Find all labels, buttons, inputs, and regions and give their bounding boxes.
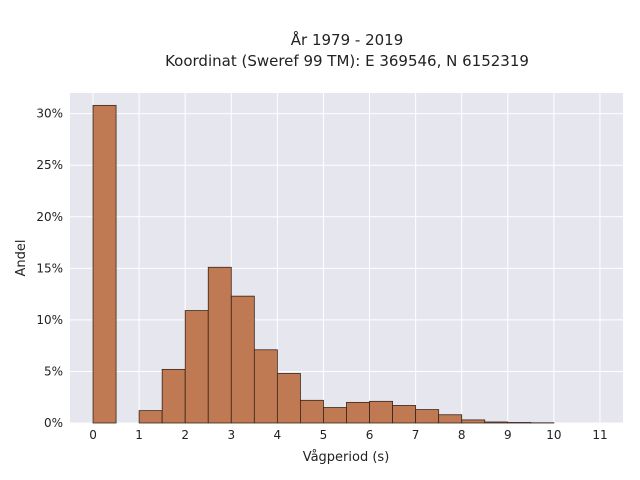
x-tick-label: 0 <box>89 428 97 442</box>
histogram-bar <box>392 405 417 424</box>
x-tick-label: 9 <box>504 428 512 442</box>
x-tick-label: 1 <box>135 428 143 442</box>
histogram-bar <box>323 407 347 424</box>
x-tick-label: 2 <box>181 428 189 442</box>
x-tick-label: 7 <box>412 428 420 442</box>
histogram-bar <box>369 400 393 424</box>
x-tick-label: 10 <box>546 428 561 442</box>
histogram-bar <box>276 373 301 424</box>
x-tick-label: 8 <box>458 428 466 442</box>
histogram-bar <box>415 409 440 424</box>
histogram-bar <box>484 421 509 424</box>
y-axis-label: Andel <box>14 240 29 277</box>
histogram-bar <box>92 104 117 424</box>
histogram-bar <box>346 401 370 424</box>
x-tick-labels: 0 1 2 3 4 5 6 7 8 9 10 11 <box>89 428 607 442</box>
histogram-bar <box>138 410 163 424</box>
y-tick-label: 15% <box>36 261 63 275</box>
bars <box>92 104 555 424</box>
chart-title: År 1979 - 2019 <box>291 30 404 49</box>
histogram-bar <box>253 349 278 424</box>
histogram-bar <box>507 422 532 424</box>
y-tick-label: 20% <box>36 210 63 224</box>
chart-subtitle: Koordinat (Sweref 99 TM): E 369546, N 61… <box>165 52 529 70</box>
y-tick-label: 30% <box>36 107 63 121</box>
histogram-bar <box>438 414 463 424</box>
histogram-bar <box>184 310 209 424</box>
x-tick-label: 5 <box>320 428 328 442</box>
y-tick-labels: 0% 5% 10% 15% 20% 25% 30% <box>36 107 63 430</box>
histogram-bar <box>461 419 486 424</box>
x-axis-label: Vågperiod (s) <box>303 450 390 465</box>
y-tick-label: 5% <box>44 364 63 378</box>
plot-area <box>70 93 623 423</box>
histogram-bar <box>161 368 186 424</box>
y-tick-label: 10% <box>36 313 63 327</box>
x-tick-label: 3 <box>227 428 235 442</box>
histogram-bar <box>300 399 324 424</box>
x-tick-label: 11 <box>592 428 607 442</box>
x-tick-label: 6 <box>366 428 374 442</box>
y-tick-label: 25% <box>36 158 63 172</box>
histogram-bar <box>207 266 232 424</box>
y-tick-label: 0% <box>44 416 63 430</box>
x-tick-label: 4 <box>274 428 282 442</box>
histogram-bar <box>230 295 255 424</box>
